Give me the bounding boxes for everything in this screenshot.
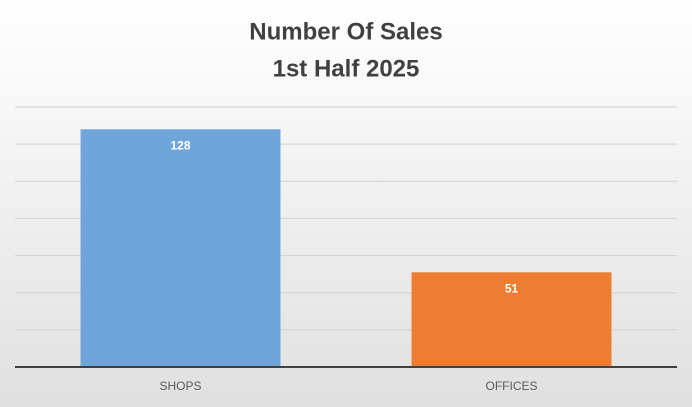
chart-subtitle: 1st Half 2025 [273, 55, 420, 82]
bar [411, 272, 612, 367]
bar [80, 129, 281, 367]
x-tick-label: SHOPS [159, 379, 201, 393]
data-label: 51 [505, 281, 519, 295]
data-label: 128 [170, 138, 190, 152]
x-tick-label: OFFICES [485, 379, 537, 393]
chart-title: Number Of Sales [249, 18, 442, 45]
